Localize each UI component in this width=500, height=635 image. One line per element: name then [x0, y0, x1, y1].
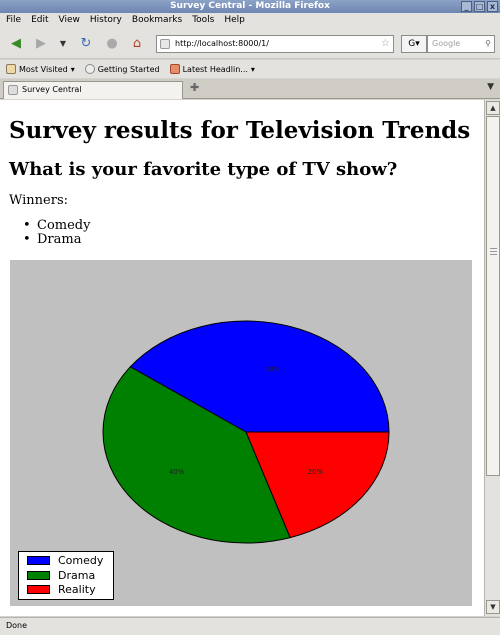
bookmark-most-visited[interactable]: Most Visited ▾ [6, 64, 75, 74]
back-arrow-icon[interactable]: ◀ [11, 35, 21, 51]
pie-slice-drama [102, 366, 291, 544]
minimize-button[interactable]: _ [461, 1, 472, 12]
chart-legend: Comedy Drama Reality [18, 551, 114, 600]
url-text: http://localhost:8000/1/ [175, 39, 269, 48]
folder-icon [6, 64, 16, 74]
legend-label: Comedy [58, 554, 104, 567]
window-titlebar: Survey Central - Mozilla Firefox _ □ x [0, 0, 500, 13]
menu-history[interactable]: History [89, 15, 122, 25]
chevron-down-icon: ▾ [70, 64, 75, 74]
menu-file[interactable]: File [6, 15, 22, 25]
scrollbar-thumb[interactable] [486, 116, 500, 476]
list-item: Comedy [23, 219, 90, 234]
bookmark-label: Most Visited [19, 64, 68, 74]
vertical-scrollbar[interactable]: ▲ ▼ [484, 100, 500, 616]
legend-label: Reality [58, 583, 96, 596]
site-favicon-icon [160, 39, 170, 49]
scroll-up-icon[interactable]: ▲ [486, 101, 500, 115]
close-button[interactable]: x [487, 1, 498, 12]
legend-item: Reality [27, 583, 96, 596]
history-dropdown-icon[interactable]: ▼ [59, 38, 67, 48]
forward-arrow-icon[interactable]: ▶ [36, 35, 46, 51]
chevron-down-icon: ▾ [250, 64, 255, 74]
menu-view[interactable]: View [58, 15, 80, 25]
pie-chart: 40% 40% 20% Comedy Drama Reality [10, 260, 472, 606]
search-input[interactable]: Google ⚲ [427, 35, 495, 53]
page-content: Survey results for Television Trends Wha… [0, 100, 484, 616]
menu-tools[interactable]: Tools [192, 15, 215, 25]
legend-item: Drama [27, 569, 95, 582]
reload-icon[interactable]: ↻ [80, 35, 92, 51]
bookmark-label: Latest Headlin... [182, 64, 248, 74]
home-icon[interactable]: ⌂ [132, 35, 142, 51]
slice-percent-label: 40% [265, 366, 281, 374]
tab-favicon-icon [8, 85, 18, 95]
page-icon [84, 64, 95, 74]
tab-label: Survey Central [22, 85, 82, 94]
pie-slice-comedy [129, 320, 390, 433]
slice-percent-label: 20% [308, 468, 324, 476]
pie-slice-reality [245, 431, 390, 539]
search-icon[interactable]: ⚲ [485, 39, 491, 48]
bookmarks-toolbar: Most Visited ▾ Getting Started Latest He… [0, 60, 500, 78]
navigation-toolbar: ◀ ▶ ▼ ↻ ● ⌂ http://localhost:8000/1/ ☆ G… [0, 27, 500, 59]
status-text: Done [6, 621, 28, 630]
legend-swatch [27, 585, 50, 594]
scroll-down-icon[interactable]: ▼ [486, 600, 500, 614]
menu-help[interactable]: Help [224, 15, 245, 25]
legend-label: Drama [58, 569, 96, 582]
bookmark-getting-started[interactable]: Getting Started [84, 64, 160, 74]
window-title: Survey Central - Mozilla Firefox [170, 1, 330, 11]
rss-feed-icon [169, 64, 180, 74]
grip-line [490, 251, 497, 252]
new-tab-icon[interactable]: ✚ [190, 81, 200, 94]
menu-bookmarks[interactable]: Bookmarks [131, 15, 183, 25]
slice-percent-label: 40% [169, 468, 185, 476]
bookmark-label: Getting Started [97, 64, 160, 74]
search-engine-icon[interactable]: G▾ [401, 35, 427, 53]
bookmark-star-icon[interactable]: ☆ [381, 38, 390, 49]
search-placeholder: Google [432, 39, 461, 48]
bookmark-latest-headlines[interactable]: Latest Headlin... ▾ [169, 64, 255, 74]
survey-question: What is your favorite type of TV show? [9, 159, 398, 180]
tab-strip: Survey Central ✚ ▼ [0, 79, 500, 99]
maximize-button[interactable]: □ [474, 1, 485, 12]
legend-item: Comedy [27, 554, 103, 567]
menu-bar: File Edit View History Bookmarks Tools H… [0, 13, 500, 27]
grip-line [490, 254, 497, 255]
winners-list: Comedy Drama [23, 219, 90, 248]
menu-edit[interactable]: Edit [31, 15, 49, 25]
winners-label: Winners: [9, 193, 68, 208]
grip-line [490, 248, 497, 249]
legend-swatch [27, 571, 50, 580]
legend-swatch [27, 556, 50, 565]
tab-list-icon[interactable]: ▼ [487, 82, 494, 92]
stop-icon[interactable]: ● [106, 35, 118, 51]
pie-chart-svg: 40% 40% 20% [102, 320, 390, 544]
page-title: Survey results for Television Trends [9, 117, 471, 144]
tab-survey-central[interactable]: Survey Central [3, 81, 183, 99]
list-item: Drama [23, 233, 90, 248]
status-bar: Done [0, 617, 500, 635]
window-controls: _ □ x [461, 1, 498, 12]
url-bar[interactable]: http://localhost:8000/1/ ☆ [156, 35, 394, 53]
